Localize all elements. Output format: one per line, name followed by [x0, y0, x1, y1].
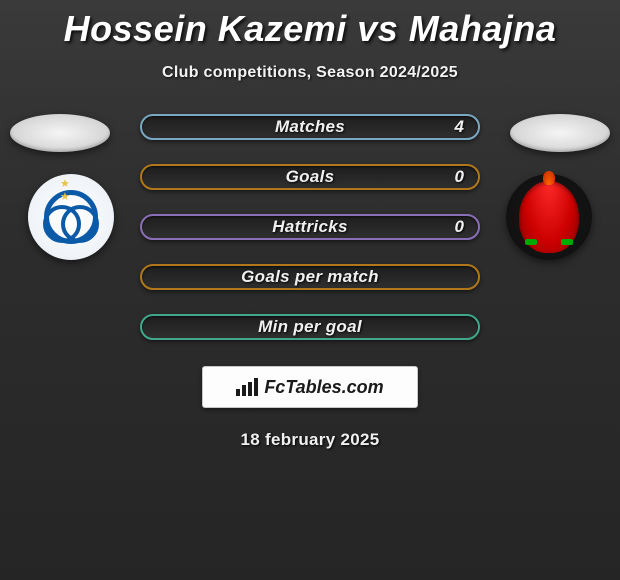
- brand-text: FcTables.com: [264, 377, 383, 398]
- stat-label: Min per goal: [258, 317, 362, 337]
- page-title: Hossein Kazemi vs Mahajna: [0, 0, 620, 50]
- club-badge-left: ★ ★: [28, 174, 114, 260]
- date-line: 18 february 2025: [0, 430, 620, 450]
- stats-area: ★ ★ Matches 4 Goals 0 Hattricks 0 Goals …: [0, 114, 620, 340]
- player-right-avatar: [510, 114, 610, 152]
- stat-value: 4: [455, 117, 464, 137]
- club-badge-right: [506, 174, 592, 260]
- stat-label: Goals per match: [241, 267, 379, 287]
- stat-label: Hattricks: [272, 217, 347, 237]
- stat-label: Goals: [286, 167, 335, 187]
- club-left-logo-icon: ★ ★: [44, 190, 98, 244]
- flame-icon: [543, 171, 555, 185]
- player-left-avatar: [10, 114, 110, 152]
- stars-icon: ★ ★: [60, 177, 82, 203]
- stat-value: 0: [455, 217, 464, 237]
- stat-label: Matches: [275, 117, 345, 137]
- page-subtitle: Club competitions, Season 2024/2025: [0, 64, 620, 82]
- stat-row-hattricks: Hattricks 0: [140, 214, 480, 240]
- bar-chart-icon: [236, 378, 258, 396]
- stat-row-min-per-goal: Min per goal: [140, 314, 480, 340]
- stat-row-goals: Goals 0: [140, 164, 480, 190]
- club-right-logo-icon: [519, 181, 579, 253]
- brand-box: FcTables.com: [202, 366, 418, 408]
- stat-row-goals-per-match: Goals per match: [140, 264, 480, 290]
- stat-row-matches: Matches 4: [140, 114, 480, 140]
- stat-value: 0: [455, 167, 464, 187]
